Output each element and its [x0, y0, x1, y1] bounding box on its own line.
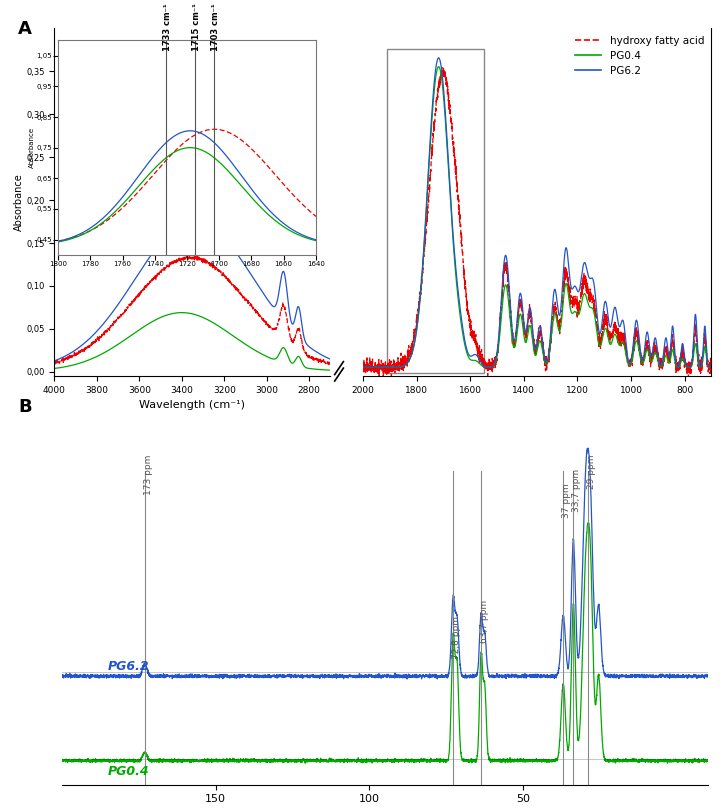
Y-axis label: Absorbance: Absorbance	[29, 127, 35, 168]
Text: 1715 cm⁻¹: 1715 cm⁻¹	[192, 3, 201, 51]
Text: 173 ppm: 173 ppm	[144, 455, 153, 495]
Text: PG6.2: PG6.2	[108, 660, 150, 673]
Text: 63,7 ppm: 63,7 ppm	[480, 599, 489, 643]
Legend: hydroxy fatty acid, PG0.4, PG6.2: hydroxy fatty acid, PG0.4, PG6.2	[574, 33, 706, 78]
Bar	[387, 49, 484, 373]
Y-axis label: Absorbance: Absorbance	[14, 173, 23, 231]
Text: 29 ppm: 29 ppm	[587, 455, 596, 489]
Text: A: A	[18, 20, 32, 38]
Text: 33,7 ppm: 33,7 ppm	[573, 469, 582, 512]
Text: 1733 cm⁻¹: 1733 cm⁻¹	[163, 3, 172, 51]
X-axis label: Wavelength (cm⁻¹): Wavelength (cm⁻¹)	[139, 400, 245, 410]
Text: B: B	[18, 398, 32, 416]
Text: 37 ppm: 37 ppm	[563, 483, 571, 518]
Text: PG0.4: PG0.4	[108, 765, 150, 777]
Text: 72,8 ppm: 72,8 ppm	[452, 616, 461, 659]
Text: 1703 cm⁻¹: 1703 cm⁻¹	[211, 3, 221, 51]
